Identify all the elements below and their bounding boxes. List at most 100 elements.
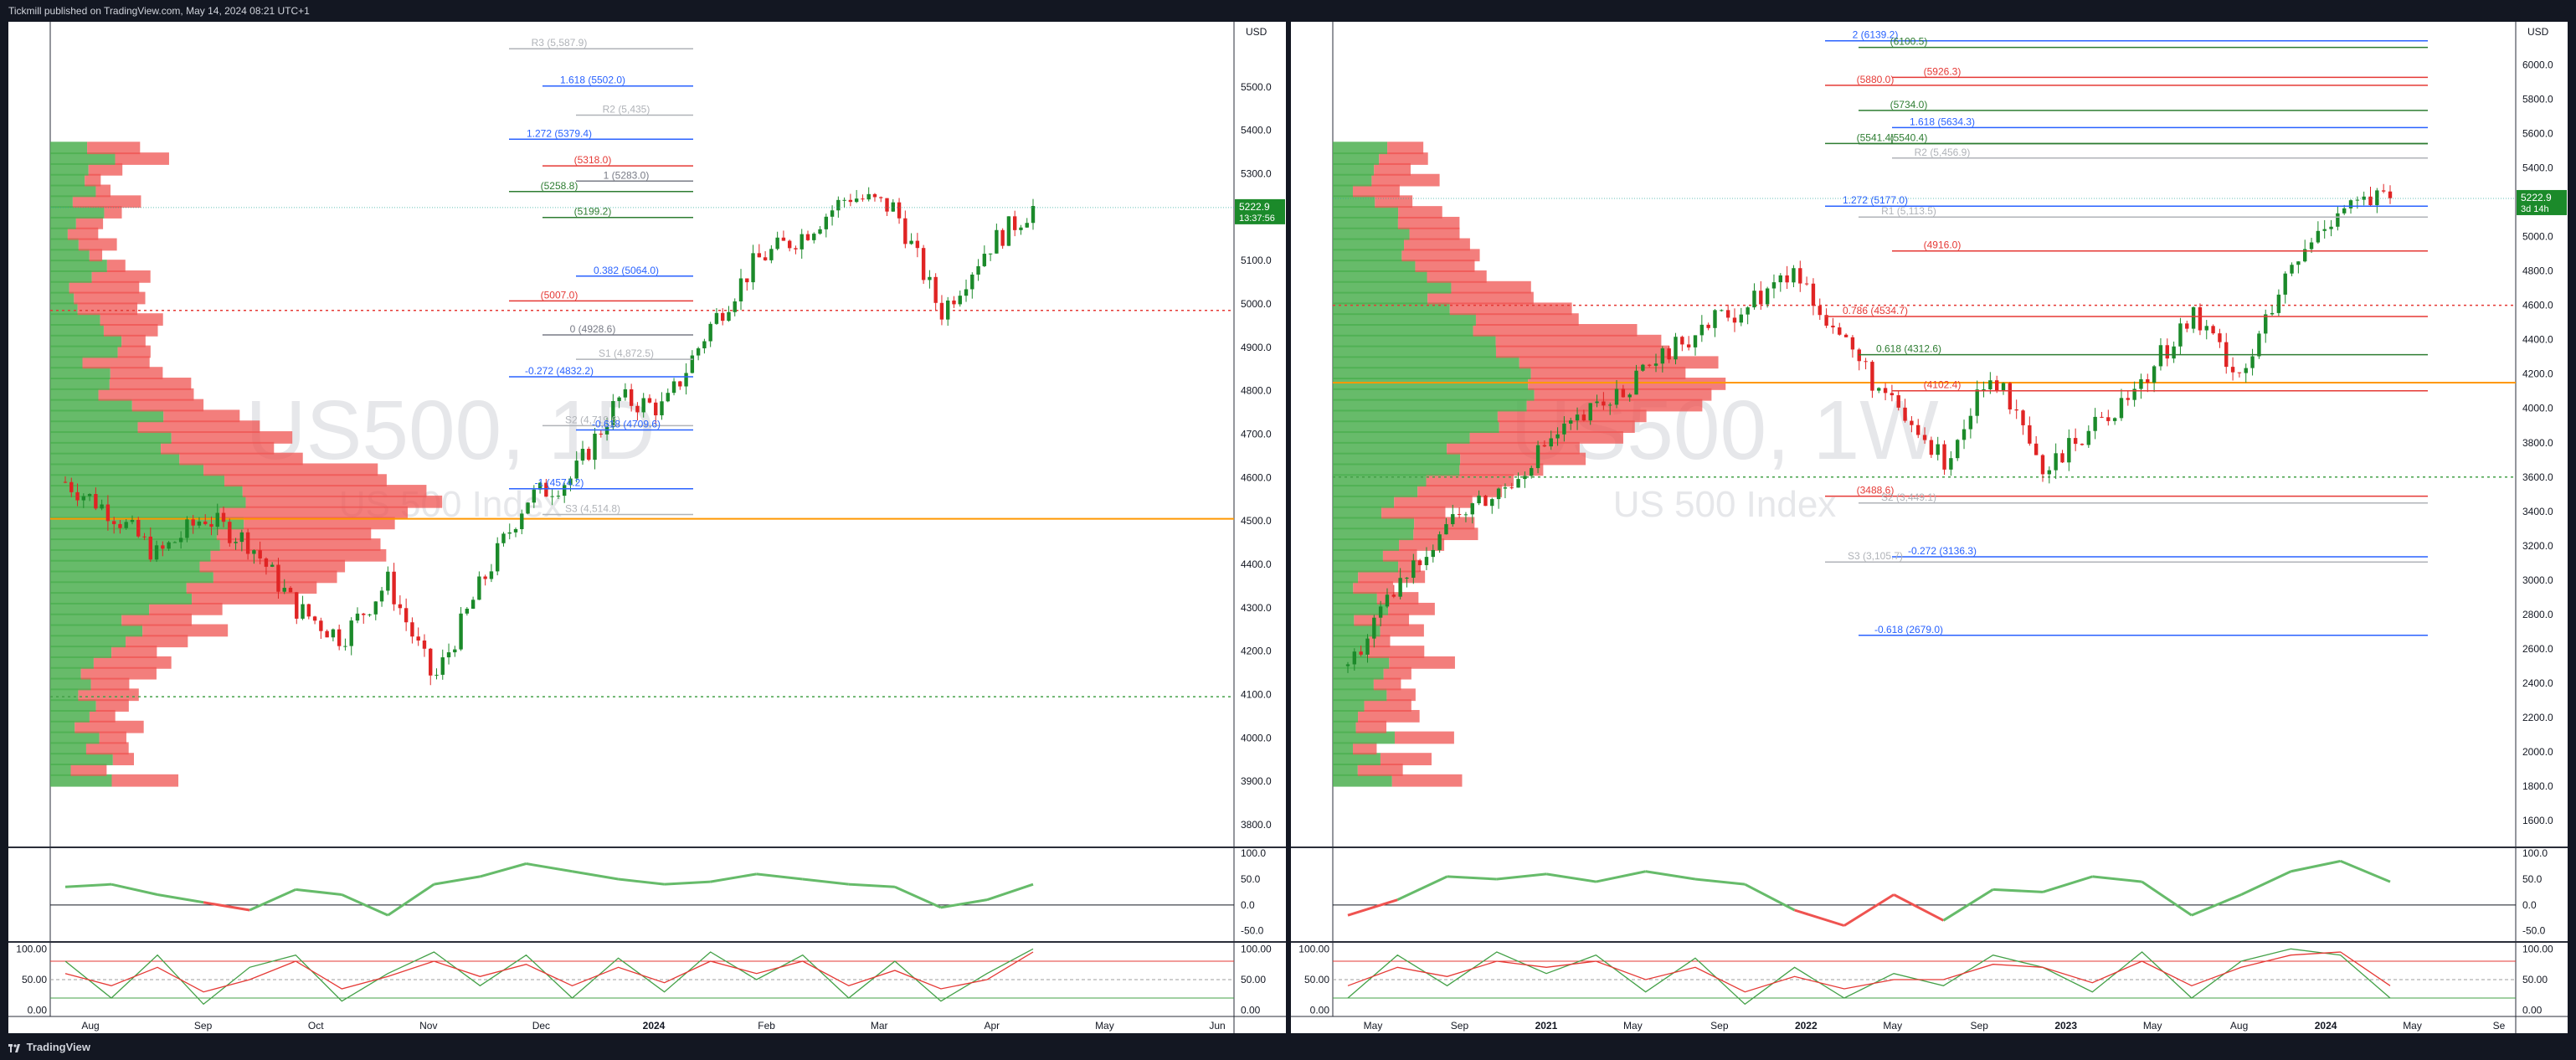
candle-body	[800, 234, 804, 250]
candle-body	[1811, 283, 1816, 306]
volume-bar-down	[219, 538, 381, 551]
time-tick-label: 2021	[1535, 1020, 1558, 1032]
volume-bar-down	[1459, 463, 1544, 476]
rsi-segment	[2340, 860, 2391, 883]
candle-body	[1838, 327, 1842, 335]
stoch-tick-label-left: 50.00	[1304, 974, 1329, 985]
volume-bar-up	[50, 142, 88, 155]
rsi-segment	[802, 877, 849, 886]
volume-bar-down	[1353, 742, 1377, 755]
candle-body	[1516, 479, 1520, 488]
level-label: R1 (5,113.5)	[1881, 205, 1936, 217]
rsi-segment	[1347, 898, 1398, 917]
volume-bar-down	[88, 162, 123, 176]
time-tick-label: May	[1883, 1020, 1902, 1032]
volume-bar-down	[1451, 280, 1531, 294]
candle-body	[2034, 443, 2039, 455]
candle-body	[2008, 383, 2013, 410]
candle-body	[1569, 420, 1573, 424]
rsi-tick-label: 0.0	[1241, 899, 1255, 911]
time-tick-label: 2022	[1795, 1020, 1818, 1032]
candle-body	[1699, 324, 1704, 336]
rsi-segment	[296, 888, 342, 896]
candle-body	[2060, 453, 2064, 463]
candle-body	[422, 641, 427, 649]
candle-body	[604, 426, 609, 435]
candle-body	[1916, 425, 1920, 435]
candle-body	[995, 229, 999, 254]
candle-body	[1490, 499, 1494, 507]
volume-bar-up	[1333, 441, 1447, 455]
candle-body	[1581, 414, 1586, 421]
volume-bar-down	[1409, 227, 1460, 240]
candle-body	[769, 249, 774, 260]
candle-body	[2276, 294, 2281, 313]
candle-body	[459, 613, 463, 650]
volume-bar-up	[1333, 227, 1410, 240]
stoch-d-line	[1347, 951, 2391, 993]
candle-body	[599, 433, 603, 435]
price-tick-label: 4600.0	[2522, 300, 2553, 311]
price-axis: USD6000.05800.05600.05400.05200.05000.04…	[2522, 26, 2553, 826]
price-tick-label: 3200.0	[2522, 540, 2553, 552]
level-label: (5541.4)	[1857, 131, 1895, 143]
volume-bar-up	[50, 227, 68, 240]
candle-body	[928, 276, 932, 280]
tradingview-icon	[8, 1043, 20, 1052]
volume-bar-up	[50, 334, 122, 347]
volume-bar-up	[50, 656, 94, 669]
rsi-segment	[848, 882, 895, 888]
candle-body	[319, 620, 323, 631]
volume-bar-up	[1333, 334, 1496, 347]
price-tick-label: 4200.0	[2522, 368, 2553, 380]
volume-bar-up	[50, 345, 118, 358]
levels: 2 (6139.2)(6100.5) (5926.3) (5880.0) (5734.…	[1825, 29, 2428, 636]
rsi-segment	[1794, 908, 1845, 927]
candle-body	[1437, 534, 1442, 550]
candle-body	[1588, 403, 1592, 421]
volume-bar-up	[50, 441, 162, 455]
candle-body	[933, 276, 938, 303]
candle-body	[757, 253, 762, 258]
stoch-tick-label-left: 100.00	[16, 943, 47, 955]
candle-body	[818, 229, 822, 234]
candle-body	[63, 481, 68, 483]
time-tick-label: May	[1095, 1020, 1114, 1032]
candle-body	[921, 248, 926, 280]
brand-label: TradingView	[26, 1041, 90, 1053]
time-tick-label: Feb	[758, 1020, 775, 1032]
volume-bar-up	[1333, 581, 1354, 594]
candle-body	[2204, 326, 2208, 331]
volume-bar-down	[131, 399, 204, 412]
volume-bar-down	[87, 142, 141, 155]
candle-body	[836, 199, 841, 211]
volume-bar-down	[100, 313, 163, 326]
volume-bar-down	[1353, 581, 1394, 594]
candle-body	[794, 248, 798, 250]
candle-body	[1530, 468, 1534, 476]
candle-body	[2283, 273, 2287, 295]
rsi-segment	[1893, 893, 1945, 922]
volume-bar-down	[1375, 195, 1413, 208]
candle-body	[1732, 317, 1737, 323]
candle-body	[245, 532, 250, 554]
candle-body	[87, 494, 92, 497]
price-tick-label: 4500.0	[1241, 515, 1272, 527]
candle-body	[1647, 364, 1652, 366]
candle-body	[2172, 346, 2176, 359]
candle-body	[982, 254, 987, 266]
volume-bar-up	[1333, 592, 1377, 605]
candle-body	[111, 521, 116, 524]
rsi-segment	[572, 870, 619, 881]
volume-bar-up	[50, 602, 150, 615]
candle-body	[1903, 407, 1907, 421]
volume-bar-down	[95, 184, 111, 198]
candle-body	[885, 198, 889, 212]
volume-bar-up	[1333, 570, 1359, 584]
volume-bar-up	[50, 280, 69, 294]
candle-body	[623, 388, 628, 398]
volume-bar-down	[1530, 367, 1686, 379]
candle-body	[1457, 514, 1462, 516]
